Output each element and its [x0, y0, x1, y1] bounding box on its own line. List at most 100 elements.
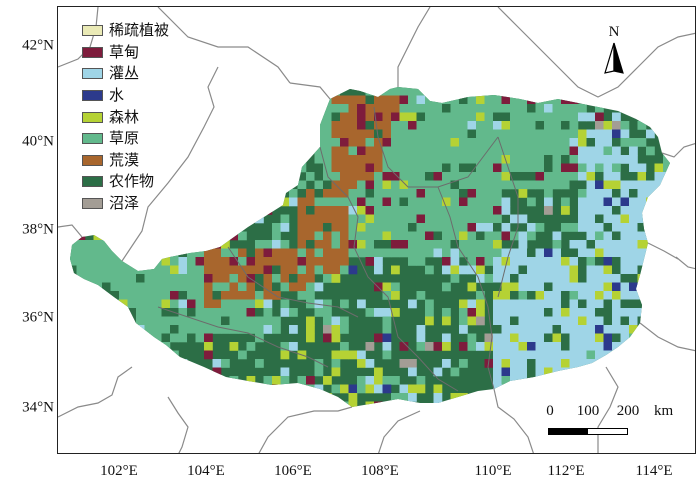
- land-cover-cell: [178, 112, 188, 122]
- land-cover-cell: [238, 121, 247, 130]
- land-cover-cell: [646, 359, 655, 368]
- land-cover-cell: [654, 214, 664, 224]
- land-cover-cell: [340, 240, 349, 249]
- land-cover-cell: [85, 257, 94, 266]
- land-cover-cell: [340, 87, 349, 96]
- land-cover-cell: [331, 138, 341, 147]
- land-cover-cell: [76, 299, 86, 309]
- land-cover-cell: [127, 384, 137, 394]
- land-cover-cell: [374, 248, 383, 258]
- land-cover-cell: [527, 265, 536, 275]
- land-cover-cell: [382, 240, 392, 249]
- land-cover-cell: [442, 410, 451, 419]
- land-cover-cell: [663, 87, 670, 96]
- land-cover-cell: [102, 325, 111, 334]
- land-cover-cell: [170, 138, 179, 147]
- land-cover-cell: [612, 274, 621, 283]
- land-cover-cell: [595, 342, 604, 351]
- land-cover-cell: [263, 308, 273, 317]
- land-cover-cell: [629, 231, 638, 241]
- land-cover-cell: [433, 342, 443, 351]
- land-cover-cell: [561, 257, 570, 266]
- land-cover-cell: [374, 367, 383, 377]
- land-cover-cell: [595, 121, 604, 130]
- land-cover-cell: [187, 367, 196, 377]
- land-cover-cell: [93, 282, 103, 292]
- land-cover-cell: [110, 282, 120, 292]
- land-cover-cell: [544, 282, 553, 292]
- land-cover-cell: [629, 265, 638, 275]
- land-cover-cell: [646, 265, 655, 275]
- land-cover-cell: [425, 231, 434, 241]
- land-cover-cell: [128, 410, 137, 419]
- land-cover-cell: [93, 308, 103, 317]
- land-cover-cell: [374, 146, 383, 156]
- land-cover-cell: [552, 359, 562, 368]
- land-cover-cell: [484, 197, 494, 207]
- land-cover-cell: [561, 359, 570, 368]
- land-cover-cell: [416, 138, 426, 147]
- land-cover-cell: [221, 410, 230, 419]
- land-cover-cell: [561, 299, 570, 309]
- land-cover-cell: [255, 265, 264, 275]
- land-cover-cell: [374, 384, 383, 394]
- land-cover-cell: [153, 265, 162, 275]
- land-cover-cell: [85, 274, 94, 283]
- land-cover-cell: [672, 206, 681, 215]
- legend-swatch: [82, 46, 103, 58]
- land-cover-cell: [382, 146, 392, 156]
- land-cover-cell: [110, 265, 120, 275]
- land-cover-cell: [127, 325, 137, 334]
- land-cover-cell: [348, 197, 358, 207]
- land-cover-cell: [654, 104, 664, 113]
- legend-swatch: [82, 133, 103, 145]
- land-cover-cell: [672, 300, 681, 309]
- land-cover-cell: [527, 325, 536, 334]
- land-cover-cell: [552, 87, 562, 96]
- land-cover-cell: [306, 197, 315, 207]
- land-cover-cell: [340, 155, 349, 164]
- land-cover-cell: [527, 112, 536, 122]
- land-cover-cell: [510, 359, 519, 368]
- land-cover-cell: [399, 146, 409, 156]
- land-cover-cell: [433, 231, 443, 241]
- land-cover-cell: [187, 325, 196, 334]
- land-cover-cell: [510, 282, 519, 292]
- land-cover-cell: [654, 308, 664, 317]
- land-cover-cell: [136, 291, 145, 300]
- legend-item: 草甸: [82, 42, 169, 64]
- land-cover-cell: [382, 197, 392, 207]
- land-cover-cell: [527, 410, 536, 419]
- land-cover-cell: [399, 223, 409, 232]
- land-cover-cell: [595, 350, 604, 360]
- land-cover-cell: [493, 138, 502, 147]
- land-cover-cell: [204, 350, 213, 360]
- land-cover-cell: [212, 146, 222, 156]
- land-cover-cell: [110, 299, 120, 309]
- land-cover-cell: [629, 189, 638, 198]
- land-cover-cell: [204, 299, 213, 309]
- land-cover-cell: [246, 325, 256, 334]
- land-cover-cell: [170, 146, 179, 156]
- land-cover-cell: [93, 265, 103, 275]
- land-cover-cell: [518, 376, 528, 385]
- land-cover-cell: [484, 121, 494, 130]
- land-cover-cell: [586, 299, 596, 309]
- land-cover-cell: [578, 384, 587, 394]
- land-cover-cell: [391, 189, 400, 198]
- land-cover-cell: [620, 393, 630, 402]
- land-cover-cell: [552, 180, 562, 190]
- land-cover-cell: [569, 146, 579, 156]
- land-cover-cell: [535, 163, 545, 173]
- land-cover-cell: [297, 291, 307, 300]
- land-cover-cell: [578, 257, 587, 266]
- land-cover-cell: [102, 359, 111, 368]
- land-cover-cell: [510, 129, 519, 139]
- land-cover-cell: [493, 367, 502, 377]
- land-cover-cell: [340, 138, 349, 147]
- land-cover-cell: [144, 231, 154, 241]
- land-cover-cell: [255, 325, 264, 334]
- land-cover-cell: [425, 240, 434, 249]
- land-cover-cell: [450, 248, 460, 258]
- land-cover-cell: [255, 146, 264, 156]
